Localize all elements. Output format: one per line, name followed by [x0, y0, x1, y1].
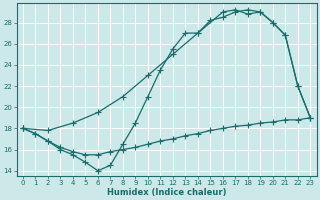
X-axis label: Humidex (Indice chaleur): Humidex (Indice chaleur) — [107, 188, 226, 197]
